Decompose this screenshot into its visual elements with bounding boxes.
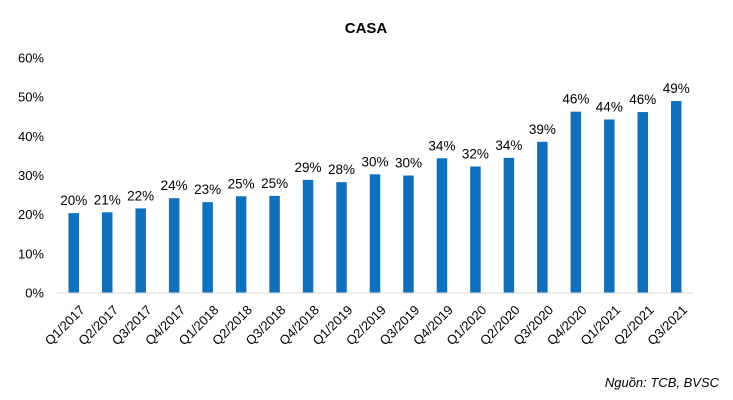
data-label: 21% bbox=[94, 192, 121, 207]
y-tick-label: 10% bbox=[18, 246, 44, 261]
data-label: 49% bbox=[663, 81, 690, 96]
data-labels: 20% 21% 22% 24% 23% 25% 25% 29% 28% 30% 30% 34% 32% 3… bbox=[60, 81, 690, 208]
y-axis: 0% 10% 20% 30% 40% 50% 60% bbox=[18, 51, 44, 301]
data-label: 25% bbox=[228, 176, 255, 191]
data-label: 25% bbox=[261, 176, 288, 191]
bar bbox=[235, 196, 247, 293]
data-label: 28% bbox=[328, 162, 355, 177]
bar bbox=[101, 212, 113, 293]
bar bbox=[369, 174, 381, 293]
bar bbox=[135, 208, 146, 293]
data-label: 34% bbox=[428, 138, 455, 153]
bar bbox=[403, 175, 414, 293]
x-axis: Q1/2017Q2/2017Q3/2017Q4/2017Q1/2018Q2/20… bbox=[42, 292, 693, 348]
bar bbox=[269, 195, 280, 293]
y-tick-label: 20% bbox=[18, 207, 44, 222]
data-label: 22% bbox=[127, 188, 154, 203]
data-label: 30% bbox=[361, 154, 388, 169]
data-label: 46% bbox=[629, 92, 656, 107]
data-label: 29% bbox=[295, 160, 322, 175]
bar bbox=[168, 198, 180, 293]
y-tick-label: 50% bbox=[18, 90, 44, 105]
bar bbox=[470, 166, 481, 293]
chart-title: CASA bbox=[345, 20, 388, 37]
source-note: Nguồn: TCB, BVSC bbox=[604, 375, 719, 390]
data-label: 44% bbox=[596, 99, 623, 114]
data-label: 32% bbox=[462, 146, 489, 161]
bar bbox=[302, 179, 314, 293]
data-label: 20% bbox=[60, 193, 87, 208]
bar bbox=[503, 157, 515, 293]
bar bbox=[537, 141, 548, 293]
data-label: 24% bbox=[161, 178, 188, 193]
bar bbox=[637, 112, 649, 293]
data-label: 34% bbox=[495, 138, 522, 153]
bar bbox=[671, 101, 682, 293]
data-label: 30% bbox=[395, 156, 422, 171]
bar bbox=[68, 213, 79, 293]
data-label: 39% bbox=[529, 122, 556, 137]
y-tick-label: 0% bbox=[25, 286, 44, 301]
y-tick-label: 60% bbox=[18, 51, 44, 66]
data-label: 46% bbox=[562, 92, 589, 107]
y-tick-label: 30% bbox=[18, 168, 44, 183]
data-label: 23% bbox=[194, 182, 221, 197]
bar bbox=[604, 119, 615, 293]
y-tick-label: 40% bbox=[18, 129, 44, 144]
bar bbox=[336, 182, 347, 293]
bar bbox=[202, 202, 213, 293]
bars bbox=[68, 101, 682, 294]
bar bbox=[570, 111, 582, 294]
bar bbox=[436, 158, 448, 293]
